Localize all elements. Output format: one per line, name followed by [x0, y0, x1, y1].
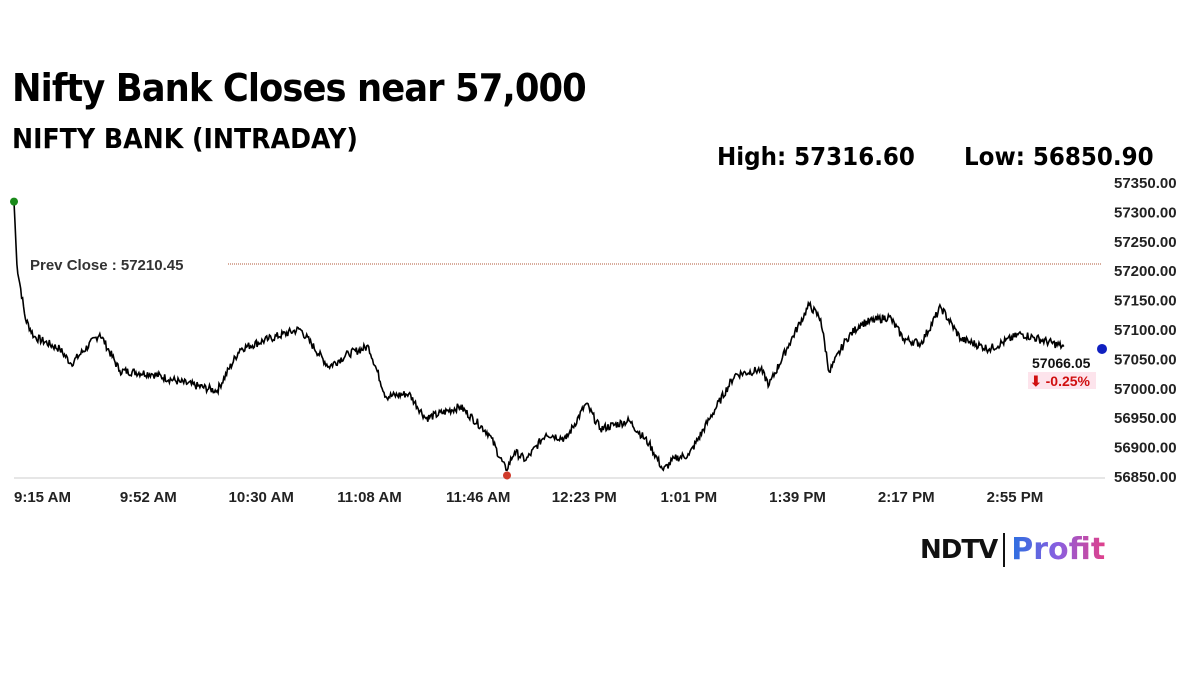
x-tick-label: 1:39 PM [769, 489, 826, 506]
y-tick-label: 56950.00 [1114, 410, 1177, 427]
x-tick-label: 11:46 AM [446, 489, 510, 506]
y-tick-label: 57250.00 [1114, 234, 1177, 251]
y-tick-label: 57050.00 [1114, 351, 1177, 368]
x-tick-label: 10:30 AM [229, 489, 294, 506]
x-tick-label: 1:01 PM [660, 489, 717, 506]
chart-subtitle: NIFTY BANK (INTRADAY) [12, 122, 358, 155]
x-tick-label: 2:17 PM [878, 489, 935, 506]
logo-divider [1003, 532, 1006, 567]
ndtv-profit-logo: NDTV Profit [920, 532, 1105, 567]
y-tick-label: 57100.00 [1114, 322, 1177, 339]
high-marker [10, 197, 18, 206]
logo-ndtv: NDTV [920, 534, 998, 565]
x-tick-label: 2:55 PM [987, 489, 1044, 506]
logo-profit: Profit [1011, 532, 1106, 567]
last-value-marker [1097, 343, 1107, 354]
y-tick-label: 57300.00 [1114, 204, 1177, 221]
x-tick-label: 9:52 AM [120, 489, 177, 506]
low-label: Low: 56850.90 [964, 142, 1154, 171]
y-tick-label: 57000.00 [1114, 381, 1177, 398]
prev-close-label: Prev Close : 57210.45 [30, 257, 183, 274]
low-marker [503, 471, 511, 480]
x-tick-label: 9:15 AM [14, 489, 71, 506]
change-badge-bg [1028, 372, 1096, 389]
change-label: ⬇ -0.25% [1030, 373, 1091, 389]
y-tick-label: 57200.00 [1114, 263, 1177, 280]
y-tick-label: 57350.00 [1114, 175, 1177, 192]
x-tick-label: 11:08 AM [337, 489, 401, 506]
y-tick-label: 57150.00 [1114, 293, 1177, 310]
last-value-label: 57066.05 [1032, 355, 1091, 371]
high-label: High: 57316.60 [717, 142, 915, 171]
y-tick-label: 56900.00 [1114, 440, 1177, 457]
price-line [13, 201, 1065, 472]
y-tick-label: 56850.00 [1114, 469, 1177, 486]
page-title: Nifty Bank Closes near 57,000 [12, 66, 587, 110]
x-tick-label: 12:23 PM [552, 489, 617, 506]
